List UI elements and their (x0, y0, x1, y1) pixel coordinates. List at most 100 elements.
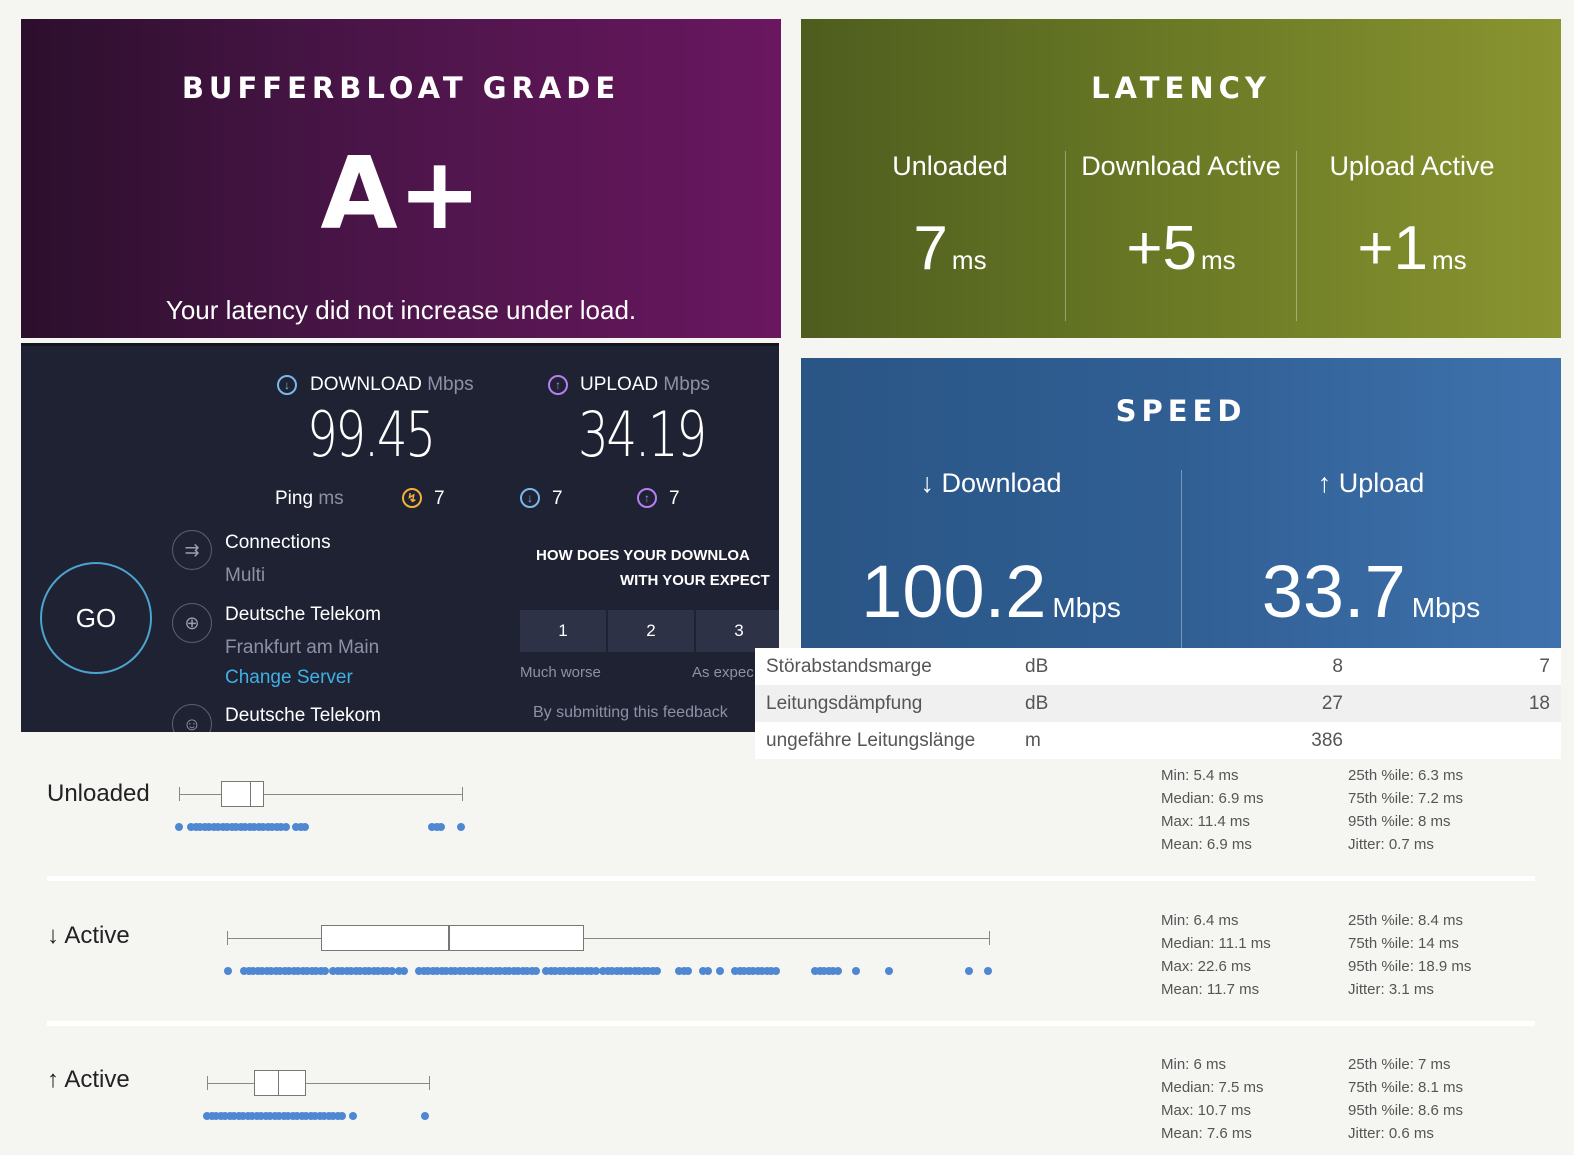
sample-dot (635, 967, 643, 975)
sample-dot (250, 823, 258, 831)
latency-unloaded-value: 7 (913, 214, 948, 283)
dist-stats-right: 25th %ile: 7 ms 75th %ile: 8.1 ms 95th %… (1348, 1053, 1463, 1145)
latency-unloaded-label: Unloaded (892, 151, 1008, 181)
sample-dot (214, 823, 222, 831)
whisker-cap-max (989, 931, 990, 945)
sample-dot (374, 967, 382, 975)
sample-dot (187, 823, 195, 831)
scale-low-label: Much worse (520, 664, 601, 681)
sample-dot (599, 967, 607, 975)
latency-upload-unit: ms (1432, 245, 1467, 275)
sample-dot (212, 1112, 220, 1120)
sample-dot (236, 823, 245, 831)
sample-dot (965, 967, 973, 975)
sample-dot (296, 823, 305, 831)
sample-dot (266, 1112, 274, 1120)
sample-dot (262, 967, 271, 975)
sample-dot (811, 967, 819, 975)
sample-dot (239, 1112, 247, 1120)
sample-dot (442, 967, 450, 975)
go-button[interactable]: GO (40, 562, 152, 674)
sample-dot (316, 967, 325, 975)
sample-dot (482, 967, 491, 975)
sample-dot (333, 967, 342, 975)
download-arrow-icon: ↓ (277, 375, 297, 395)
sample-dot (758, 967, 766, 975)
sample-dot (464, 967, 473, 975)
ping-label: Ping (275, 488, 314, 509)
speed-title: SPEED (1115, 394, 1247, 428)
speed-panel: SPEED ↓ Download 100.2 Mbps ↑ Upload 33.7… (801, 358, 1561, 648)
download-label: DOWNLOAD (310, 374, 422, 395)
sample-dot (460, 967, 468, 975)
sample-dot (245, 823, 254, 831)
sample-dot (268, 823, 276, 831)
sample-dot (227, 823, 236, 831)
sample-dot (573, 967, 582, 975)
sample-dot (196, 823, 204, 831)
sample-dot (527, 967, 536, 975)
sample-dot (293, 1112, 301, 1120)
sample-dot (626, 967, 634, 975)
sample-dot (451, 967, 459, 975)
sample-dot (234, 1112, 243, 1120)
table-row: Leitungsdämpfung dB 27 18 (755, 685, 1561, 722)
stat-jitter: Jitter: 0.6 ms (1348, 1125, 1434, 1142)
sample-dot (433, 967, 441, 975)
sample-dot (744, 967, 753, 975)
dsl-param-downstream: 386 (1311, 729, 1343, 751)
sample-dot (421, 1112, 429, 1120)
sample-dot (608, 967, 616, 975)
feedback-submit-note: By submitting this feedback (533, 704, 728, 721)
speed-download-label: ↓ Download (920, 468, 1062, 498)
dsl-param-unit: dB (1025, 692, 1049, 714)
latency-divider (1065, 151, 1066, 321)
sample-dot (644, 967, 652, 975)
sample-dot (639, 967, 648, 975)
feedback-button-2[interactable]: 2 (608, 610, 694, 652)
stat-p75: 75th %ile: 14 ms (1348, 935, 1459, 952)
stat-p95: 95th %ile: 8.6 ms (1348, 1102, 1464, 1119)
sample-dot (378, 967, 387, 975)
globe-icon: ⊕ (172, 603, 212, 643)
sample-dot (648, 967, 657, 975)
sample-dot (716, 967, 724, 975)
sample-dot (749, 967, 757, 975)
feedback-question-line1: HOW DOES YOUR DOWNLOA (536, 547, 750, 564)
ping-download-value: 7 (552, 488, 563, 509)
sample-dot (347, 967, 355, 975)
sample-dot (230, 1112, 238, 1120)
sample-dot (207, 1112, 216, 1120)
sample-dot (428, 967, 437, 975)
sample-dot (280, 967, 289, 975)
feedback-button-3[interactable]: 3 (696, 610, 779, 652)
sample-dot (243, 1112, 252, 1120)
sample-dot (275, 1112, 283, 1120)
sample-dot (387, 967, 396, 975)
feedback-button-1[interactable]: 1 (520, 610, 606, 652)
sample-dot (432, 823, 441, 831)
median-line (277, 1070, 280, 1096)
sample-dot (205, 823, 213, 831)
sample-dot (307, 967, 316, 975)
latency-download-active: Download Active +5 ms (1066, 131, 1296, 321)
sample-dot (829, 967, 837, 975)
sample-dot (292, 823, 300, 831)
sample-dot (617, 967, 625, 975)
sample-dot (289, 967, 298, 975)
dist-stats-left: Min: 6.4 ms Median: 11.1 ms Max: 22.6 ms… (1161, 909, 1271, 1001)
sample-dot (542, 967, 550, 975)
sample-dot (294, 967, 302, 975)
sample-dot (419, 967, 428, 975)
sample-dot (277, 823, 285, 831)
sample-dot (478, 967, 486, 975)
latency-panel: LATENCY Unloaded 7 ms Download Active +5 m… (801, 19, 1561, 338)
change-server-link[interactable]: Change Server (225, 667, 353, 688)
dist-stats-left: Min: 5.4 ms Median: 6.9 ms Max: 11.4 ms … (1161, 764, 1264, 856)
sample-dot (285, 967, 293, 975)
dist-row-label: ↑ Active (47, 1066, 130, 1093)
divider (47, 1021, 1535, 1026)
connections-value[interactable]: Multi (225, 565, 266, 586)
whisker-cap-min (227, 931, 228, 945)
table-row: Störabstandsmarge dB 8 7 (755, 648, 1561, 685)
